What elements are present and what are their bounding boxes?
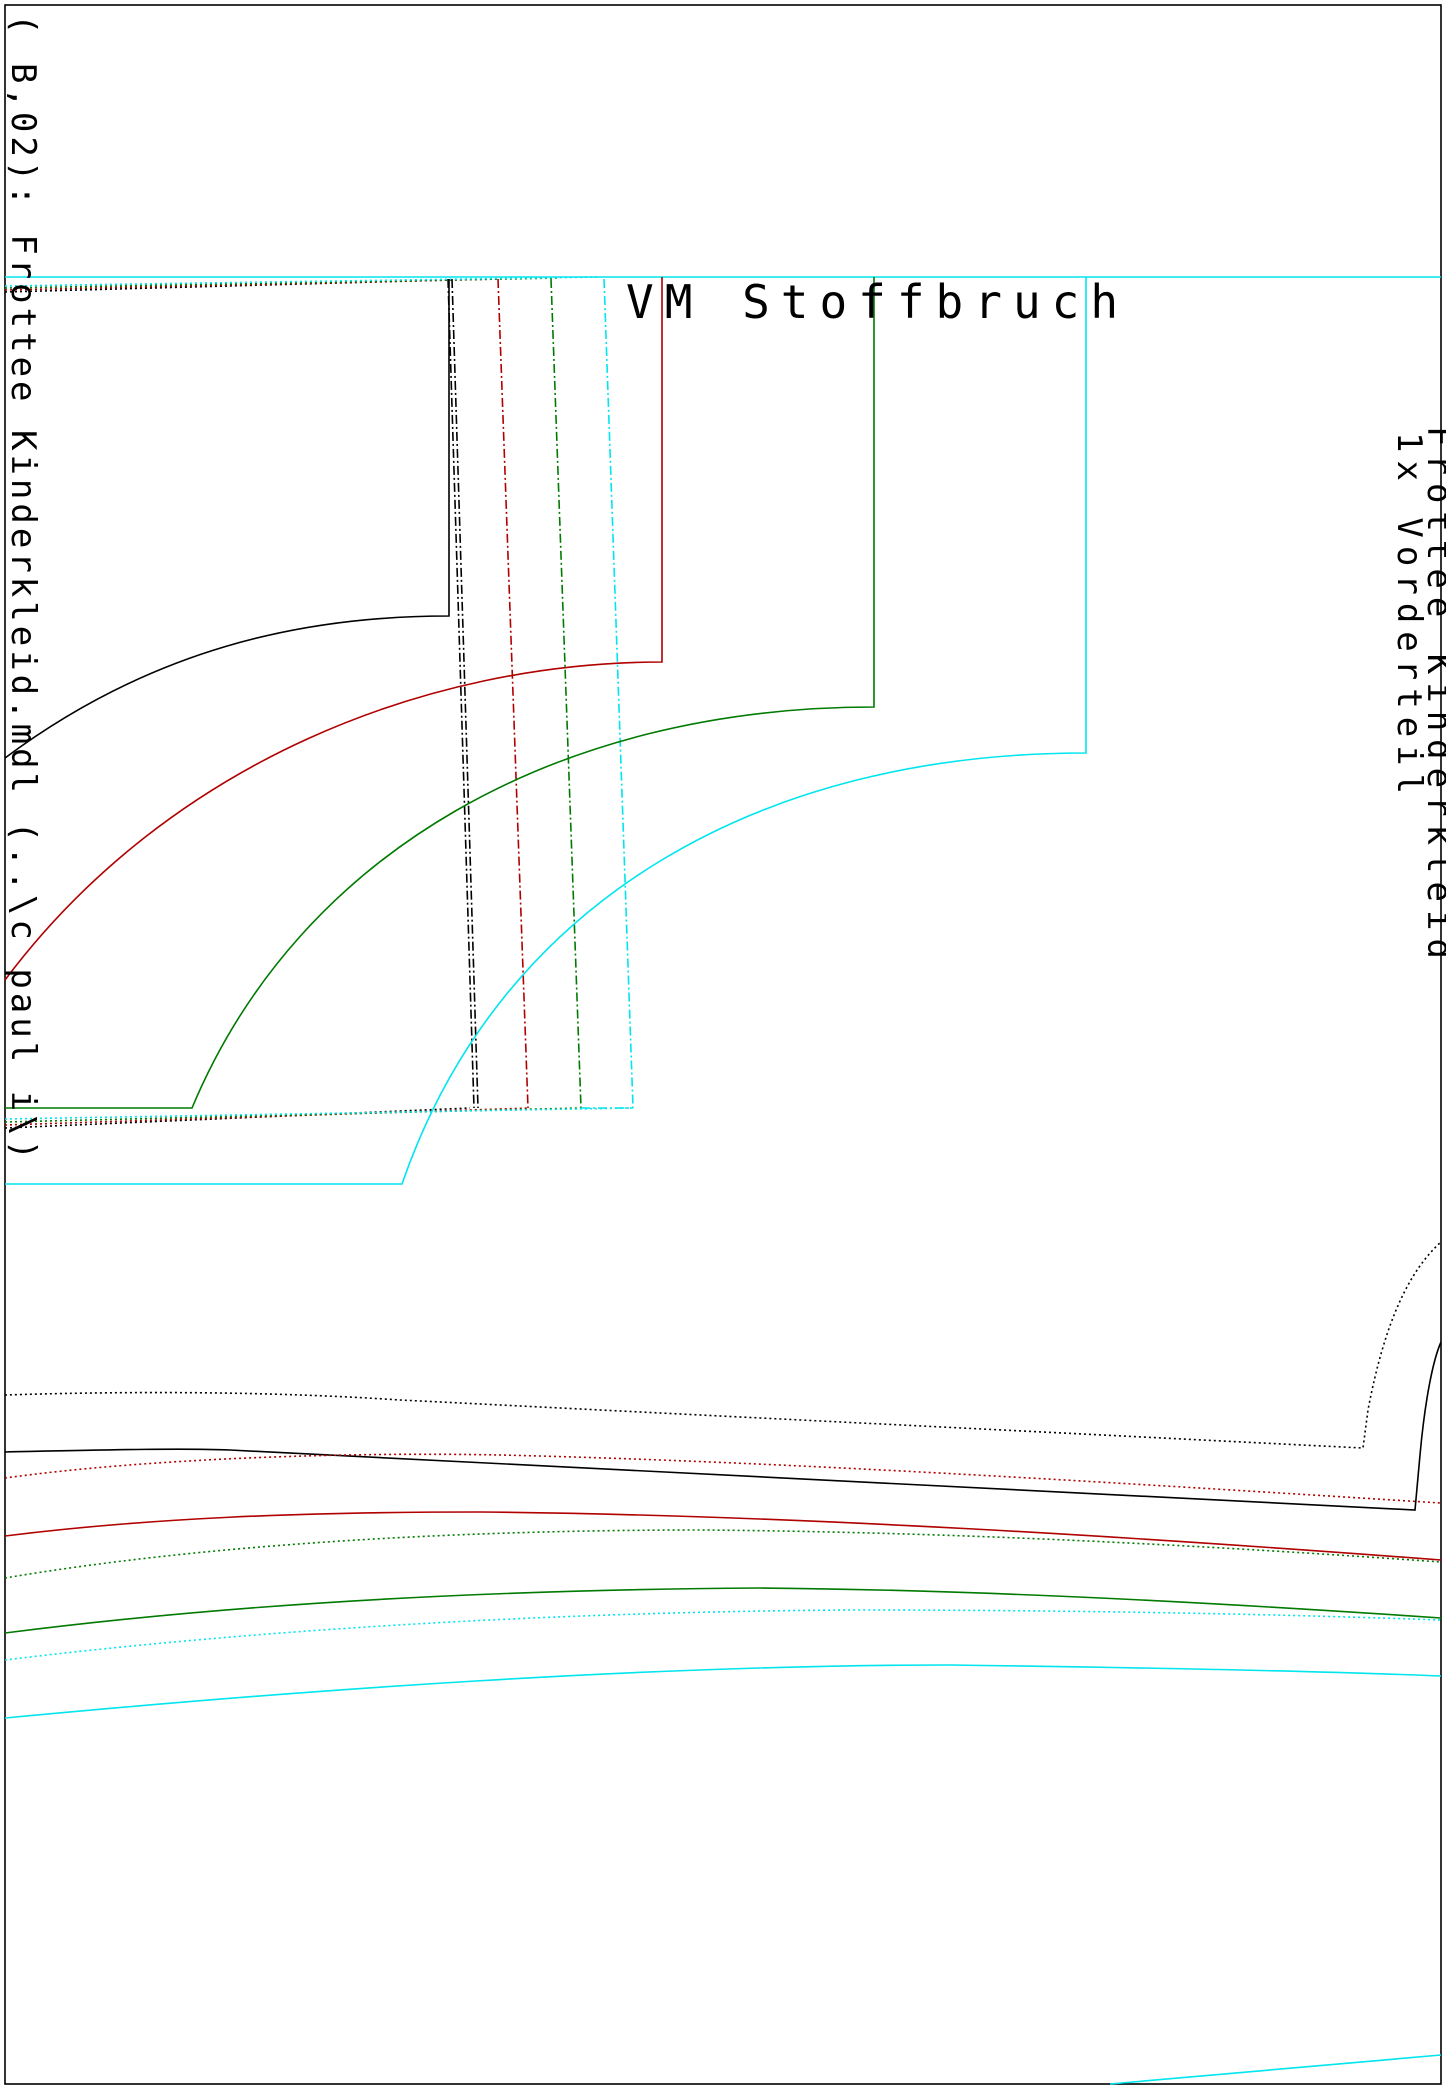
neckline-cyan (5, 277, 1087, 1185)
neckline-green (5, 277, 875, 1109)
piece-label-count: 1x Vorderteil (1389, 432, 1429, 802)
grain-line-black (447, 278, 475, 1109)
piece-label-model: Frottee Kinderkleid (1419, 426, 1446, 967)
grain-line-green (550, 278, 582, 1109)
corner-curve-cyan (1109, 2054, 1442, 2085)
hem-cyan (4, 1664, 1442, 1719)
hem-green (4, 1587, 1442, 1634)
neckline-red (4, 277, 663, 981)
grain-line-cyan (603, 278, 634, 1109)
bottom-seam-rail-black (4, 1107, 471, 1129)
hem-black (4, 1341, 1442, 1511)
grain-line-red (497, 278, 529, 1109)
grain-line-black-2 (451, 278, 479, 1109)
side-file-label: ( B,02): Frottee Kinderkleid.mdl (..\c p… (3, 14, 43, 1164)
neckline-black (4, 279, 450, 759)
bottom-seam-rail-cyan (4, 1107, 633, 1120)
hem-red (4, 1511, 1442, 1561)
fold-label: VM Stoffbruch (626, 275, 1129, 329)
hem-dotted-black (4, 1241, 1442, 1449)
top-seam-rail-cyan (4, 276, 601, 287)
hem-dotted-cyan (4, 1609, 1442, 1661)
sheet-border (4, 4, 1442, 2085)
bottom-seam-rail-green (4, 1107, 581, 1123)
hem-dotted-red (4, 1453, 1442, 1504)
hem-dotted-green (4, 1529, 1442, 1579)
